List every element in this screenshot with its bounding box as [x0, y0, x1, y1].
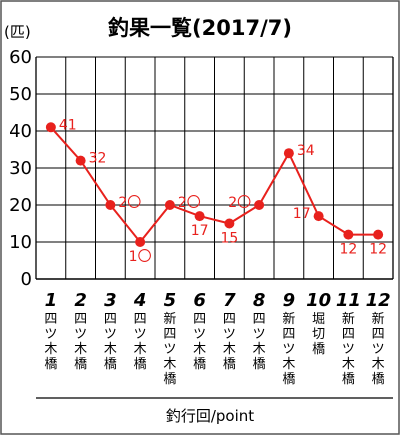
- data-label-12: 12: [369, 242, 387, 258]
- data-label-9: 34: [297, 143, 315, 159]
- x-category-location-2: 四ツ木橋: [74, 312, 87, 372]
- x-category-location-12: 新四ツ木橋: [372, 311, 385, 387]
- y-tick-label-5: 50: [9, 84, 32, 105]
- data-label-8: 2〇: [228, 195, 251, 211]
- data-point-11: [343, 230, 353, 240]
- data-point-8: [254, 200, 264, 210]
- x-category-location-9: 新四ツ木橋: [282, 311, 295, 387]
- x-category-number-11: 11: [336, 290, 361, 311]
- x-category-location-5: 新四ツ木橋: [163, 311, 176, 387]
- x-category-number-5: 5: [164, 290, 177, 311]
- data-label-3: 2〇: [118, 195, 141, 211]
- y-tick-label-0: 0: [21, 269, 32, 290]
- data-label-6: 17: [191, 223, 209, 239]
- x-category-number-12: 12: [366, 290, 391, 311]
- data-point-1: [46, 122, 56, 132]
- x-category-location-4: 四ツ木橋: [134, 312, 147, 372]
- y-tick-label-3: 30: [9, 158, 32, 179]
- y-axis-unit: (匹): [4, 23, 31, 41]
- x-category-number-9: 9: [283, 290, 296, 311]
- data-label-11: 12: [339, 242, 357, 258]
- data-point-2: [76, 156, 86, 166]
- data-point-9: [284, 148, 294, 158]
- x-category-location-3: 四ツ木橋: [104, 312, 117, 372]
- data-label-4: 1〇: [129, 249, 152, 265]
- x-category-number-8: 8: [253, 290, 266, 311]
- data-point-10: [314, 211, 324, 221]
- data-label-7: 15: [220, 231, 238, 247]
- data-label-1: 41: [59, 117, 77, 133]
- data-point-6: [195, 211, 205, 221]
- x-category-location-11: 新四ツ木橋: [342, 311, 355, 387]
- y-tick-label-1: 10: [9, 232, 32, 253]
- x-category-location-1: 四ツ木橋: [44, 312, 57, 372]
- data-label-5: 2〇: [178, 195, 201, 211]
- x-category-location-10: 堀切橋: [312, 312, 325, 357]
- data-label-10: 17: [293, 206, 311, 222]
- y-tick-label-2: 20: [9, 195, 32, 216]
- data-point-5: [165, 200, 175, 210]
- x-category-number-10: 10: [306, 290, 331, 311]
- x-category-number-6: 6: [193, 290, 206, 311]
- x-category-location-7: 四ツ木橋: [223, 312, 236, 372]
- x-category-number-1: 1: [45, 290, 58, 311]
- y-tick-label-6: 60: [9, 47, 32, 68]
- data-point-7: [224, 219, 234, 229]
- data-point-4: [135, 237, 145, 247]
- x-axis-label: 釣行回/point: [166, 407, 254, 425]
- x-category-number-7: 7: [223, 290, 236, 311]
- data-point-12: [373, 230, 383, 240]
- y-tick-label-4: 40: [9, 121, 32, 142]
- data-label-2: 32: [89, 151, 107, 167]
- chart-title: 釣果一覧(2017/7): [108, 16, 292, 40]
- data-point-3: [105, 200, 115, 210]
- x-category-location-6: 四ツ木橋: [193, 312, 206, 372]
- x-category-location-8: 四ツ木橋: [253, 312, 266, 372]
- x-category-number-4: 4: [133, 290, 147, 311]
- x-category-number-3: 3: [104, 290, 117, 311]
- x-category-number-2: 2: [74, 290, 87, 311]
